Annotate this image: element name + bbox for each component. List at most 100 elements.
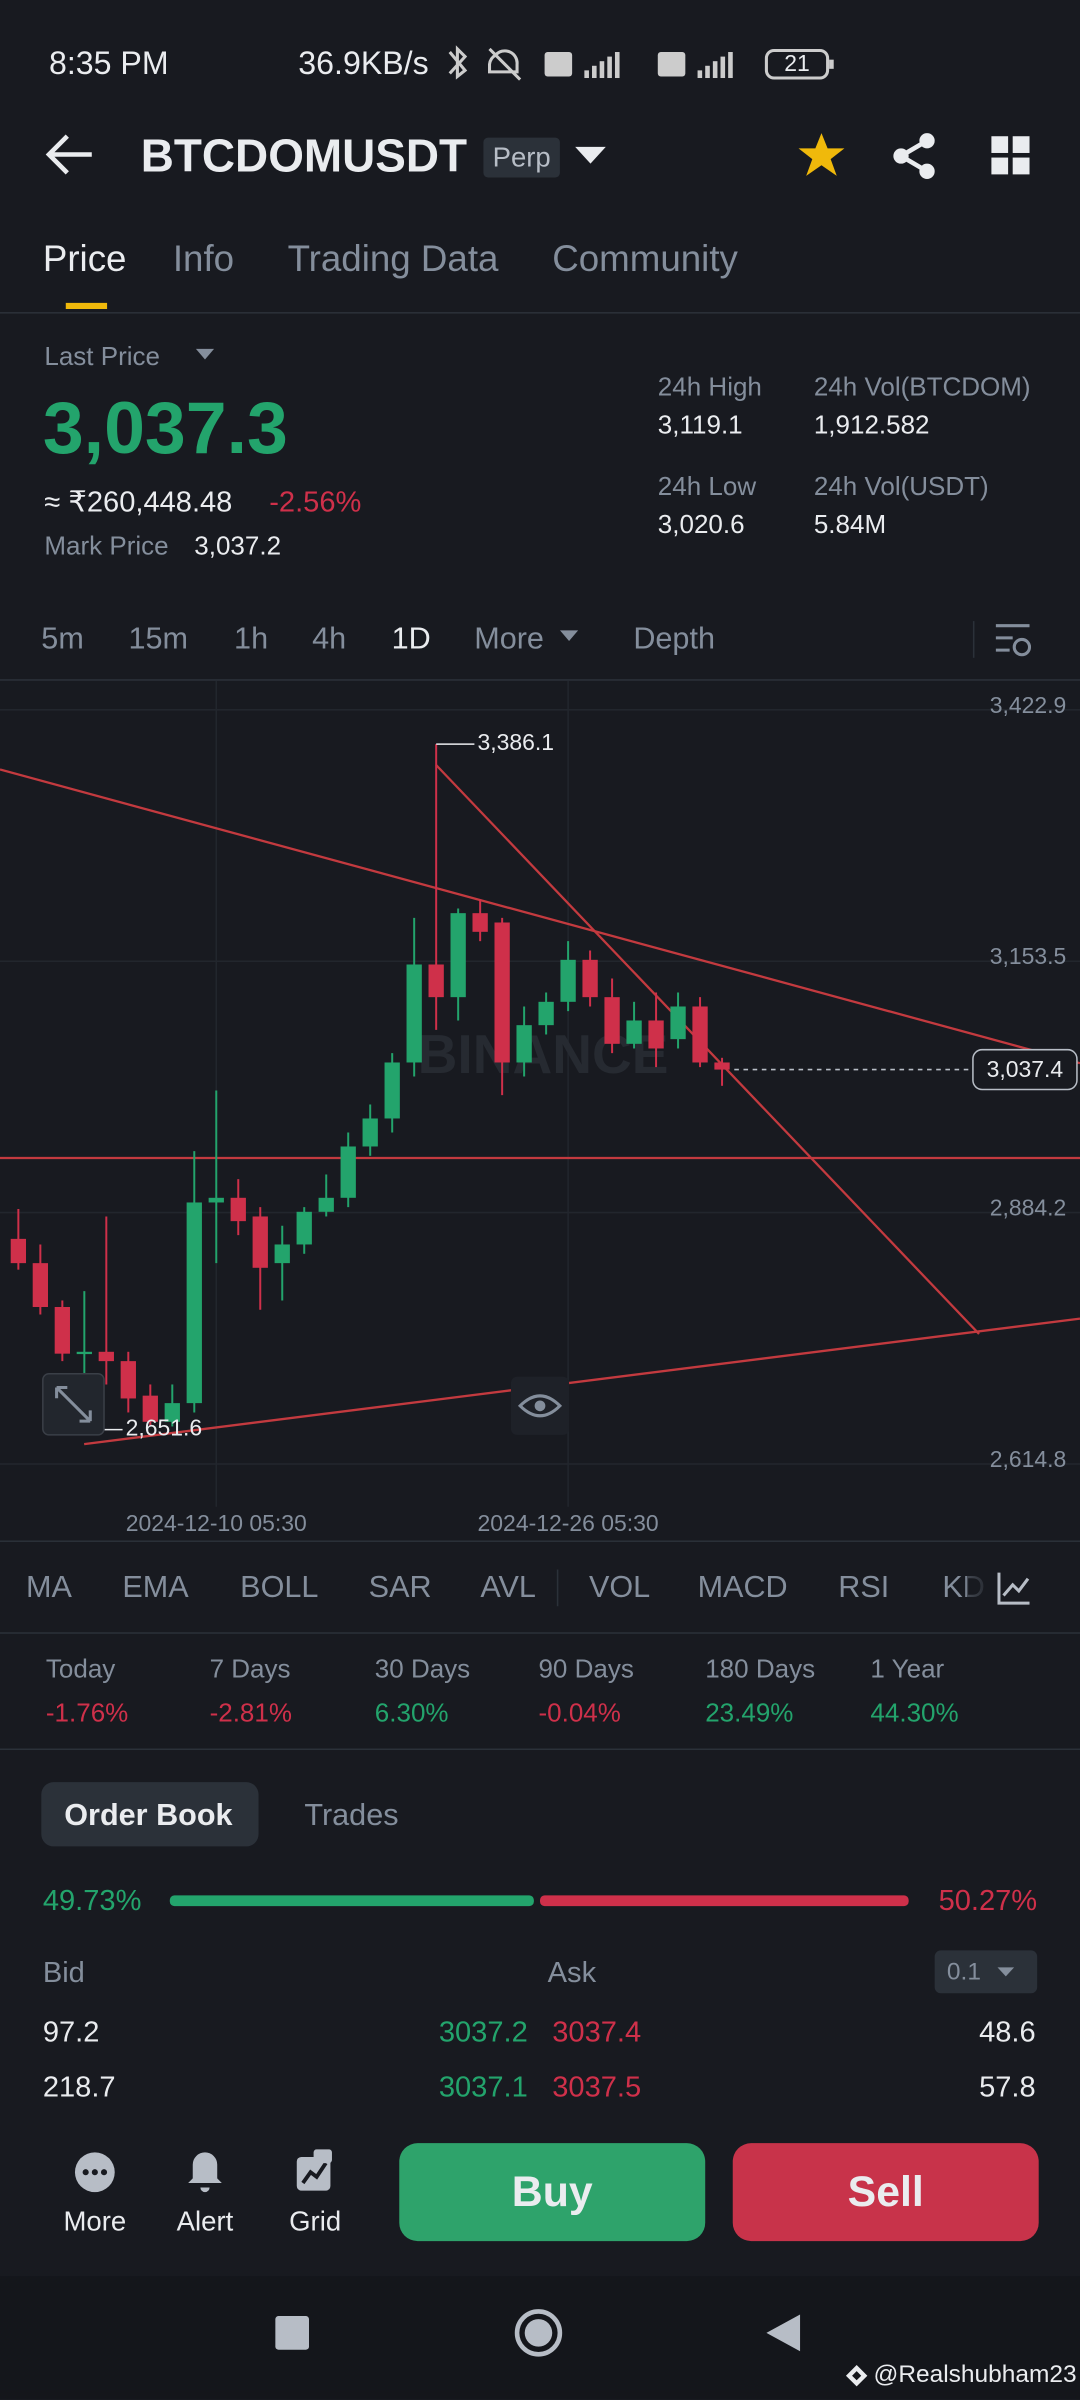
inr-price: ≈ ₹260,448.48 [44,487,233,520]
interval[interactable]: 1D [391,622,431,657]
period-change: -0.04% [538,1698,621,1728]
order-book-tab[interactable]: Order Book [64,1798,233,1833]
x-tick-label: 2024-12-26 05:30 [478,1510,659,1536]
candle-body [186,1202,202,1404]
ask-ratio: 50.27% [938,1885,1038,1918]
candle-body [274,1244,290,1264]
perp-badge: Perp [483,137,560,178]
symbol-caret[interactable] [574,145,608,166]
candle-body [252,1216,268,1268]
x-tick-label: 2024-12-10 05:30 [126,1510,307,1536]
candle-body [450,913,466,998]
tab[interactable]: Community [552,238,738,280]
candle-body [428,964,444,998]
bid-ratio: 49.73% [42,1885,142,1918]
interval[interactable]: 4h [312,622,347,657]
bid-bar [169,1895,535,1907]
tab[interactable]: Trading Data [287,238,499,280]
period-label: 180 Days [705,1654,816,1684]
y-tick-label: 2,614.8 [990,1446,1067,1472]
stat-label: 24h Low [657,471,757,501]
indicator[interactable]: RSI [838,1571,890,1605]
indicator-settings[interactable] [997,1571,1031,1605]
tab[interactable]: Info [172,238,235,280]
symbol[interactable]: BTCDOMUSDT [140,131,468,183]
precision-select[interactable] [934,1950,1038,1994]
candle-body [54,1306,70,1354]
candle-body [340,1146,356,1198]
candle-body [516,1025,532,1063]
buy-button[interactable]: Buy [399,2143,706,2242]
candle-body [648,1020,664,1049]
recents-button[interactable] [275,2316,310,2350]
stat-value: 3,020.6 [657,510,745,540]
caret [997,1967,1015,1977]
period-label: Today [45,1654,116,1684]
home-button[interactable] [514,2308,563,2357]
indicator[interactable]: VOL [588,1571,651,1605]
low-label: 2,651.6 [126,1415,203,1441]
trendline [83,1317,1080,1446]
mark-price-label: Mark Price [44,531,169,561]
y-tick-label: 3,153.5 [990,943,1067,969]
tab-pill [41,1782,259,1847]
candle-body [208,1197,224,1203]
separator [556,1569,559,1607]
indicator[interactable]: MA [26,1571,72,1605]
sell-button[interactable]: Sell [732,2143,1039,2242]
divider [0,1540,1080,1542]
divider [0,312,1080,314]
stat-label: 24h Vol(USDT) [813,471,989,501]
status-time: 8:35 PM [48,46,169,82]
period-label: 7 Days [209,1654,291,1684]
watermark-icon [845,2364,868,2387]
y-tick-label: 2,884.2 [990,1195,1067,1221]
price-change: -2.56% [269,487,362,520]
ratio-bar [169,1895,909,1907]
tab[interactable]: Price [42,238,127,280]
back-nav[interactable] [765,2313,802,2353]
action-label[interactable]: Alert [176,2205,234,2237]
action-label[interactable]: Grid [289,2205,342,2237]
stat-value: 3,119.1 [657,410,743,440]
back-button[interactable] [43,132,98,178]
action-label[interactable]: More [63,2205,127,2237]
eye-icon [517,1394,563,1418]
candle-body [230,1197,246,1222]
indicator[interactable]: EMA [122,1571,189,1605]
interval[interactable]: 15m [128,622,189,657]
more-icon[interactable] [73,2151,116,2194]
share-button[interactable] [890,132,939,181]
divider [0,1748,1080,1751]
stat-label: 24h High [657,372,762,402]
bid-price: 3037.1 [438,2072,528,2105]
interval[interactable]: Depth [633,622,715,657]
ask-price: 3037.5 [552,2072,642,2105]
alert-icon[interactable] [185,2149,225,2195]
candle-body [626,1020,642,1044]
divider [0,679,1080,681]
interval[interactable]: 5m [41,622,84,657]
separator [972,621,975,658]
period-change: 44.30% [870,1698,959,1728]
indicator[interactable]: MACD [697,1571,788,1605]
expand-icon [55,1385,92,1423]
layout-button[interactable] [991,136,1031,176]
candle-body [472,913,488,932]
trades-tab[interactable]: Trades [304,1798,399,1833]
chart-settings[interactable] [994,621,1032,658]
favorite-star[interactable] [797,132,846,178]
candle-body [560,959,576,1002]
high-label: 3,386.1 [477,729,554,755]
indicator[interactable]: AVL [480,1571,536,1605]
indicator[interactable]: SAR [368,1571,432,1605]
candle-body [406,964,422,1063]
eye-pupil [534,1400,546,1412]
grid-icon[interactable] [295,2149,335,2192]
interval[interactable]: More [474,622,544,657]
interval[interactable]: 1h [234,622,269,657]
indicator[interactable]: BOLL [240,1571,319,1605]
candle-body [714,1062,730,1070]
